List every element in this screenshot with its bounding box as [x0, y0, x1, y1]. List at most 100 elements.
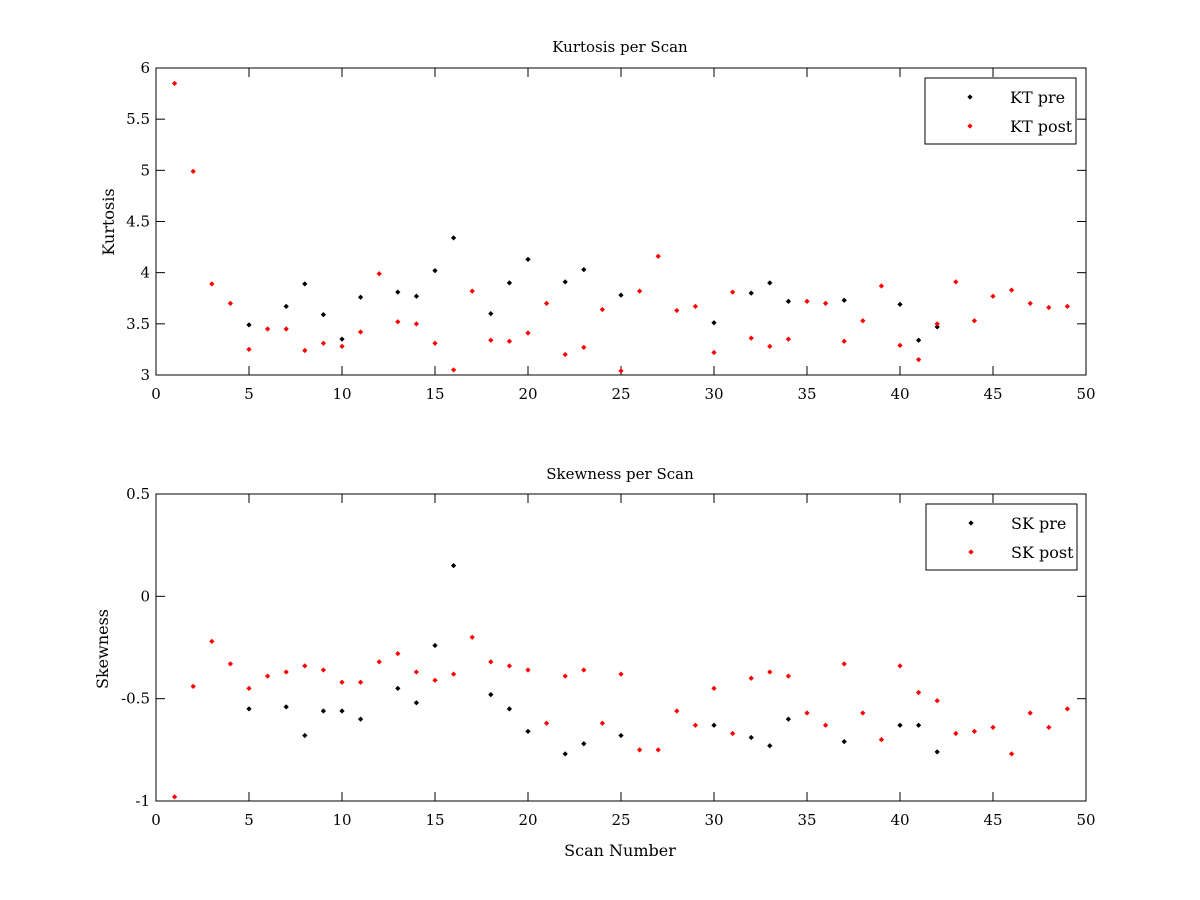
- legend: KT pre KT post: [924, 77, 1077, 145]
- data-point: [357, 329, 364, 335]
- y-tick-label: 4.5: [126, 213, 150, 231]
- data-point: [711, 349, 717, 356]
- data-point: [1064, 706, 1071, 712]
- data-point: [488, 659, 494, 665]
- data-point: [320, 340, 327, 346]
- plot-frame: [155, 493, 1087, 802]
- data-point: [581, 667, 587, 673]
- legend-label: KT post: [1010, 117, 1073, 136]
- data-point: [655, 253, 661, 259]
- chart-title: Kurtosis per Scan: [552, 38, 688, 56]
- data-point: [1046, 724, 1052, 730]
- data-point: [543, 300, 550, 306]
- x-tick-label: 30: [704, 811, 723, 829]
- data-point: [264, 673, 271, 679]
- data-point: [283, 326, 289, 332]
- data-point: [525, 330, 531, 336]
- data-point: [1008, 287, 1015, 293]
- data-point: [934, 321, 940, 327]
- data-point: [767, 743, 773, 749]
- y-axis-label: Kurtosis: [99, 188, 118, 255]
- data-point: [711, 722, 717, 728]
- data-point: [897, 663, 903, 669]
- data-point: [302, 347, 308, 354]
- data-point: [915, 337, 922, 343]
- data-point: [506, 280, 513, 286]
- x-tick-label: 50: [1076, 385, 1095, 403]
- data-point: [246, 685, 252, 692]
- data-point: [692, 722, 699, 728]
- data-point: [822, 722, 829, 728]
- y-tick-label: 5.5: [126, 110, 150, 128]
- data-point: [283, 669, 289, 675]
- data-point: [395, 651, 401, 657]
- data-point: [320, 667, 327, 673]
- data-point: [413, 321, 420, 327]
- data-point: [562, 351, 568, 358]
- data-point: [748, 290, 754, 296]
- data-point: [971, 728, 978, 735]
- data-point: [1008, 751, 1015, 757]
- legend-marker: [967, 123, 973, 129]
- data-point: [320, 708, 327, 714]
- data-point: [748, 335, 754, 341]
- y-tick-label: 0: [140, 587, 150, 605]
- y-tick-label: -0.5: [121, 690, 150, 708]
- data-point: [841, 739, 847, 745]
- legend: SK pre SK post: [925, 503, 1078, 571]
- data-point: [934, 698, 940, 704]
- data-point: [953, 279, 959, 285]
- data-point: [432, 340, 438, 346]
- data-point: [506, 663, 513, 669]
- data-point: [1027, 300, 1033, 306]
- data-point: [841, 297, 847, 303]
- data-point: [302, 732, 308, 739]
- data-point: [246, 706, 252, 712]
- data-point: [283, 704, 289, 710]
- data-point: [748, 734, 754, 741]
- data-point: [860, 710, 866, 716]
- data-point: [209, 281, 215, 287]
- data-point: [636, 747, 643, 753]
- data-point: [581, 266, 587, 273]
- data-point: [748, 675, 754, 681]
- legend-label: SK pre: [1011, 514, 1066, 533]
- x-tick-label: 15: [425, 385, 444, 403]
- data-point: [618, 292, 624, 298]
- data-point: [432, 642, 438, 649]
- y-tick-label: -1: [135, 792, 150, 810]
- data-point: [190, 683, 196, 690]
- data-point: [785, 716, 792, 722]
- data-point: [822, 300, 829, 306]
- data-point: [878, 736, 885, 743]
- x-tick-label: 15: [425, 811, 444, 829]
- data-point: [785, 673, 792, 679]
- data-point: [655, 747, 661, 753]
- data-point: [246, 322, 252, 328]
- data-point: [488, 337, 494, 343]
- data-point: [432, 677, 438, 683]
- data-point: [599, 306, 606, 313]
- data-point: [302, 663, 308, 669]
- data-point: [581, 344, 587, 350]
- data-point: [711, 320, 717, 326]
- data-point: [395, 289, 401, 295]
- data-point: [190, 168, 196, 174]
- data-point: [525, 667, 531, 673]
- data-point: [209, 638, 215, 644]
- data-point: [711, 685, 717, 692]
- data-point: [339, 679, 345, 685]
- data-point: [525, 728, 531, 735]
- data-point: [450, 235, 457, 241]
- data-point: [934, 324, 940, 330]
- data-point: [1027, 710, 1033, 716]
- data-point: [413, 700, 420, 706]
- x-tick-label: 40: [890, 811, 909, 829]
- data-point: [618, 671, 624, 677]
- y-tick-label: 3: [140, 366, 150, 384]
- data-point: [488, 310, 494, 317]
- data-point: [860, 318, 866, 324]
- data-point: [376, 271, 382, 277]
- x-tick-label: 30: [704, 385, 723, 403]
